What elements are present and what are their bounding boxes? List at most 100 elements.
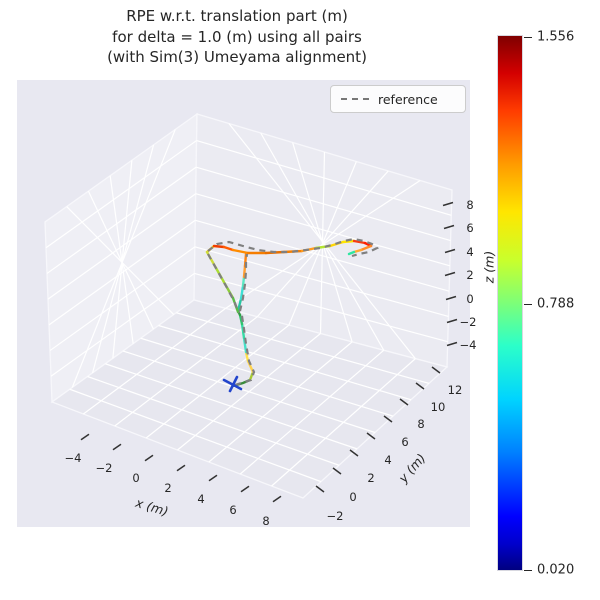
estimated-trajectory-segment bbox=[242, 336, 248, 354]
estimated-trajectory-segment bbox=[347, 250, 356, 256]
gridline bbox=[114, 316, 258, 427]
gridline bbox=[145, 324, 290, 439]
estimated-trajectory-segment bbox=[352, 239, 367, 245]
y-tick-label: −2 bbox=[326, 509, 344, 523]
plot-title: RPE w.r.t. translation part (m) for delt… bbox=[0, 6, 474, 68]
x-tick-mark bbox=[80, 433, 90, 441]
z-tick-mark bbox=[444, 271, 456, 277]
x-tick-mark bbox=[144, 454, 154, 462]
gridline bbox=[87, 190, 154, 330]
estimated-trajectory-segment bbox=[242, 264, 247, 279]
colorbar-tick-label: 0.020 bbox=[537, 562, 575, 578]
z-tick-mark bbox=[445, 295, 457, 301]
y-tick-mark bbox=[332, 467, 342, 475]
gridline bbox=[271, 358, 416, 487]
z-tick-mark bbox=[442, 201, 454, 207]
legend: reference bbox=[330, 85, 466, 113]
gridline bbox=[47, 193, 197, 300]
pane-floor bbox=[50, 299, 449, 499]
x-tick-label: −4 bbox=[64, 451, 82, 465]
z-tick-label: 8 bbox=[466, 198, 474, 212]
x-tick-label: 2 bbox=[164, 481, 172, 495]
gridline bbox=[109, 175, 134, 344]
estimated-trajectory-segment bbox=[231, 248, 250, 255]
z-tick-mark bbox=[444, 248, 456, 254]
gridline bbox=[91, 144, 155, 374]
colorbar bbox=[497, 35, 523, 571]
gridline bbox=[66, 206, 175, 315]
y-tick-mark bbox=[383, 415, 393, 423]
colorbar-tick-mark bbox=[524, 304, 532, 305]
estimated-trajectory-segment bbox=[222, 245, 235, 252]
y-tick-mark bbox=[415, 382, 425, 390]
y-tick-label: 6 bbox=[401, 435, 409, 449]
y-tick-label: 0 bbox=[349, 490, 357, 504]
x-tick-mark bbox=[112, 443, 122, 451]
z-tick-label: 4 bbox=[466, 245, 474, 259]
x-tick-label: 8 bbox=[262, 514, 270, 528]
y-tick-mark bbox=[431, 366, 441, 374]
colorbar-tick-mark bbox=[524, 570, 532, 571]
estimated-trajectory-segment bbox=[240, 322, 246, 340]
start-pose-marker bbox=[228, 375, 239, 393]
y-tick-label: 12 bbox=[447, 383, 463, 397]
z-tick-label: 6 bbox=[466, 221, 474, 235]
z-tick-mark bbox=[446, 318, 458, 324]
reference-trajectory bbox=[207, 237, 380, 258]
estimated-trajectory-segment bbox=[238, 313, 244, 326]
title-line-2: for delta = 1.0 (m) using all pairs bbox=[112, 27, 362, 46]
reference-trajectory bbox=[234, 253, 256, 387]
x-tick-mark bbox=[272, 495, 282, 503]
gridline bbox=[83, 307, 226, 415]
z-axis-label: z (m) bbox=[481, 250, 497, 284]
legend-label: reference bbox=[378, 91, 438, 107]
x-tick-label: 4 bbox=[197, 492, 205, 506]
gridline bbox=[112, 160, 133, 359]
y-tick-label: 2 bbox=[367, 471, 375, 485]
z-tick-mark bbox=[443, 224, 455, 230]
z-tick-mark bbox=[446, 341, 458, 347]
colorbar-tick-label: 0.788 bbox=[537, 296, 575, 312]
y-tick-label: 8 bbox=[417, 417, 425, 431]
x-tick-label: 6 bbox=[229, 503, 237, 517]
estimated-trajectory-segment bbox=[239, 284, 245, 301]
z-tick-label: −4 bbox=[459, 338, 477, 352]
title-line-3: (with Sim(3) Umeyama alignment) bbox=[107, 48, 367, 66]
estimated-trajectory-segment bbox=[212, 244, 226, 249]
z-tick-label: 2 bbox=[466, 268, 474, 282]
title-line-1: RPE w.r.t. translation part (m) bbox=[126, 7, 348, 25]
gridline bbox=[239, 349, 385, 475]
gridline bbox=[225, 179, 421, 309]
estimated-trajectory-segment bbox=[341, 239, 356, 244]
gridline bbox=[45, 140, 197, 249]
estimated-trajectory-segment bbox=[241, 275, 246, 288]
gridline bbox=[208, 341, 353, 463]
y-tick-label: 4 bbox=[384, 453, 392, 467]
x-tick-mark bbox=[208, 474, 218, 482]
estimated-trajectory-segment bbox=[352, 248, 363, 254]
gridline bbox=[49, 246, 196, 352]
y-tick-mark bbox=[399, 398, 409, 406]
reference-trajectory bbox=[207, 253, 241, 314]
x-tick-label: 0 bbox=[132, 471, 140, 485]
x-tick-label: −2 bbox=[95, 461, 113, 475]
y-tick-mark bbox=[349, 449, 359, 457]
x-tick-mark bbox=[240, 485, 250, 493]
y-tick-mark bbox=[366, 432, 376, 440]
gridline bbox=[48, 219, 196, 326]
gridline bbox=[50, 272, 195, 377]
gridline bbox=[177, 333, 321, 451]
y-tick-mark bbox=[315, 485, 325, 493]
colorbar-tick-label: 1.556 bbox=[537, 29, 575, 45]
gridline bbox=[46, 166, 197, 274]
estimated-trajectory-segment bbox=[244, 350, 250, 363]
colorbar-tick-mark bbox=[524, 37, 532, 38]
reference-dashed-line-sample bbox=[341, 98, 369, 100]
x-tick-mark bbox=[176, 464, 186, 472]
estimated-trajectory-segment bbox=[359, 244, 373, 252]
z-tick-label: −2 bbox=[459, 315, 477, 329]
estimated-trajectory-segment bbox=[236, 297, 243, 313]
y-tick-label: 10 bbox=[430, 400, 446, 414]
